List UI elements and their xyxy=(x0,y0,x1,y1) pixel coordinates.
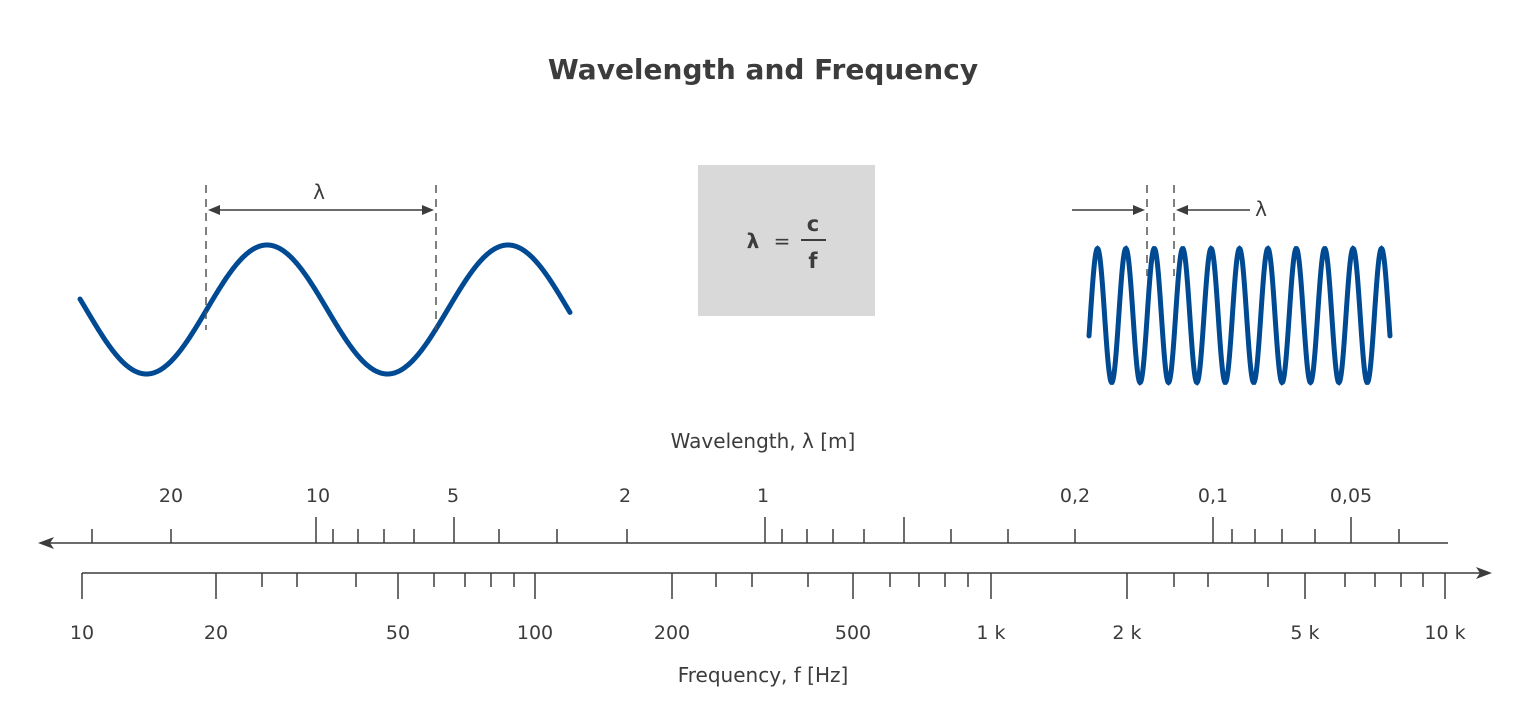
frequency-axis: Frequency, f [Hz] 10 20 50 100 200 500 1 k 2 k 5… xyxy=(70,567,1492,687)
wavelength-tick-label: 0,1 xyxy=(1198,485,1228,507)
diagram-title: Wavelength and Frequency xyxy=(548,53,978,86)
wavelength-axis-label: Wavelength, λ [m] xyxy=(671,429,856,453)
wavelength-tick-label: 0,05 xyxy=(1330,485,1372,507)
frequency-tick-label: 1 k xyxy=(976,622,1005,644)
formula-lhs: λ xyxy=(747,229,760,253)
low-frequency-sine xyxy=(77,242,573,377)
frequency-axis-arrowhead xyxy=(1476,567,1492,579)
high-frequency-wave: λ xyxy=(1072,185,1393,386)
arrow-head-left xyxy=(208,205,220,215)
wavelength-tick-label: 5 xyxy=(447,485,459,507)
formula-numerator: c xyxy=(807,212,819,236)
frequency-tick-label: 5 k xyxy=(1290,622,1319,644)
frequency-tick-label: 100 xyxy=(517,622,553,644)
lambda-label-right: λ xyxy=(1255,197,1267,221)
frequency-tick-label: 20 xyxy=(204,622,228,644)
wavelength-tick-label: 10 xyxy=(306,485,330,507)
lambda-label-left: λ xyxy=(313,180,325,204)
wavelength-axis-arrowhead xyxy=(38,537,54,549)
formula-denominator: f xyxy=(808,249,818,273)
wavelength-tick-label: 0,2 xyxy=(1060,485,1090,507)
wavelength-tick-label: 20 xyxy=(159,485,183,507)
frequency-axis-label: Frequency, f [Hz] xyxy=(678,663,849,687)
formula-equals: = xyxy=(774,229,791,253)
frequency-tick-label: 10 k xyxy=(1424,622,1465,644)
arrow-head-right xyxy=(422,205,434,215)
arrow-head xyxy=(1176,205,1188,215)
wavelength-axis: Wavelength, λ [m] 20 10 5 2 1 0,2 0,1 0,05 xyxy=(38,429,1448,549)
low-frequency-wave: λ xyxy=(77,180,573,377)
wavelength-tick-label: 2 xyxy=(619,485,631,507)
formula-box: λ = c f xyxy=(698,165,875,316)
high-frequency-sine xyxy=(1086,245,1393,386)
arrow-head xyxy=(1133,205,1145,215)
frequency-tick-label: 10 xyxy=(70,622,94,644)
frequency-tick-label: 200 xyxy=(654,622,690,644)
wavelength-tick-label: 1 xyxy=(757,485,769,507)
frequency-tick-label: 50 xyxy=(386,622,410,644)
frequency-tick-label: 2 k xyxy=(1112,622,1141,644)
frequency-tick-label: 500 xyxy=(835,622,871,644)
